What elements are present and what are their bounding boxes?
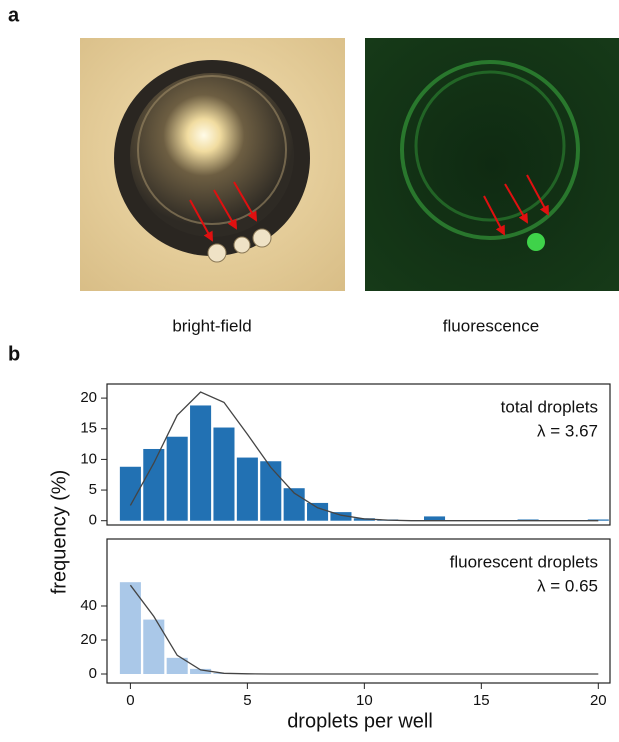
x-tick-label: 10	[356, 692, 373, 709]
bar	[120, 467, 141, 521]
y-tick-label: 0	[89, 665, 97, 682]
bar	[190, 405, 211, 520]
y-tick-label: 20	[80, 389, 97, 406]
x-tick-label: 15	[473, 692, 490, 709]
bar	[143, 449, 164, 521]
annotation: λ = 0.65	[537, 576, 598, 595]
annotation: total droplets	[501, 397, 598, 416]
y-tick-label: 20	[80, 631, 97, 648]
x-tick-label: 20	[590, 692, 607, 709]
annotation: λ = 3.67	[537, 421, 598, 440]
bright-field-image	[80, 38, 345, 291]
y-tick-label: 0	[89, 512, 97, 529]
panel-label: a	[8, 4, 20, 26]
x-axis-label: droplets per well	[287, 710, 433, 732]
y-tick-label: 10	[80, 450, 97, 467]
bar	[237, 458, 258, 521]
bar	[213, 428, 234, 521]
y-tick-label: 5	[89, 481, 97, 498]
figure: a bright-field fluorescence b frequency …	[0, 0, 619, 737]
image-caption: bright-field	[172, 316, 251, 335]
fluorescence-image	[365, 38, 619, 291]
y-tick-label: 15	[80, 420, 97, 437]
annotation: fluorescent droplets	[450, 552, 598, 571]
bar	[167, 437, 188, 521]
y-tick-label: 40	[80, 597, 97, 614]
bar	[307, 503, 328, 521]
bar	[260, 461, 281, 520]
panel-label: b	[8, 343, 20, 365]
image-caption: fluorescence	[443, 316, 539, 335]
x-tick-label: 5	[243, 692, 251, 709]
fit-line	[130, 585, 598, 674]
y-axis-label: frequency (%)	[48, 470, 70, 595]
x-tick-label: 0	[126, 692, 134, 709]
